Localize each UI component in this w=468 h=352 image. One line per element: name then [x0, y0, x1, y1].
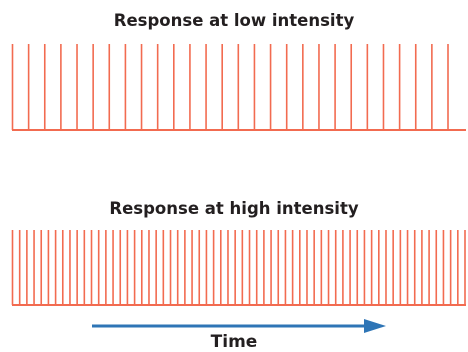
high-intensity-title: Response at high intensity: [109, 199, 359, 218]
high-intensity-spike-train: [11, 230, 466, 306]
low-intensity-title: Response at low intensity: [113, 11, 355, 30]
time-axis-label: Time: [210, 332, 258, 352]
low-intensity-spike-train: [11, 44, 466, 131]
time-arrow-head: [364, 319, 386, 333]
time-arrow: [92, 319, 386, 333]
